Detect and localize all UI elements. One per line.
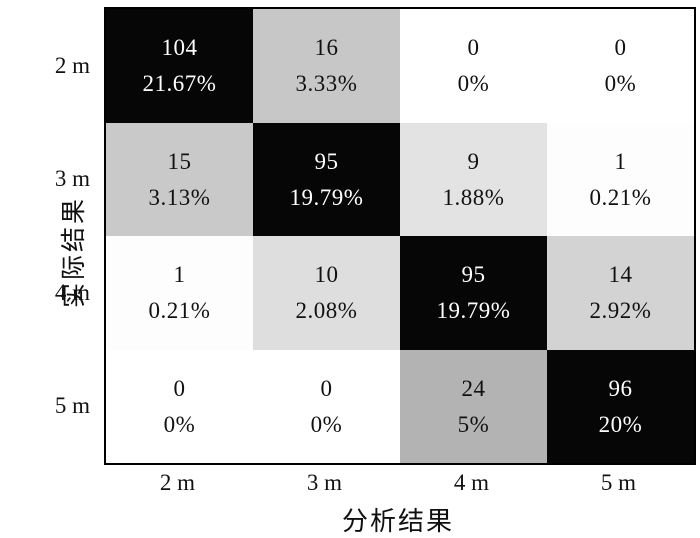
cell-count: 15 — [167, 148, 192, 174]
matrix-plot-area: 104 21.67% 16 3.33% 0 0% 0 0% 15 3.13% 95 19.79% 9 1.… — [104, 7, 696, 465]
matrix-cell: 24 5% — [400, 349, 547, 463]
cell-percent: 5% — [457, 411, 490, 437]
y-tick-label: 2 m — [54, 52, 90, 78]
cell-count: 1 — [614, 148, 627, 174]
y-tick-label: 5 m — [54, 393, 90, 419]
cell-count: 95 — [314, 148, 339, 174]
matrix-cell: 1 0.21% — [106, 236, 253, 350]
matrix-cell: 16 3.33% — [253, 9, 400, 123]
cell-percent: 3.33% — [295, 71, 358, 97]
cell-percent: 2.92% — [589, 298, 652, 324]
cell-count: 10 — [314, 262, 339, 288]
x-tick-label: 4 m — [453, 470, 490, 495]
matrix-cell: 95 19.79% — [253, 122, 400, 236]
cell-count: 0 — [614, 35, 627, 61]
x-tick-label: 2 m — [159, 470, 196, 495]
x-tick-label: 5 m — [600, 470, 637, 495]
matrix-cell: 15 3.13% — [106, 122, 253, 236]
matrix-cell: 10 2.08% — [253, 236, 400, 350]
cell-count: 16 — [314, 35, 339, 61]
cell-count: 0 — [173, 375, 186, 401]
matrix-cell: 95 19.79% — [400, 236, 547, 350]
cell-percent: 3.13% — [148, 184, 211, 210]
cell-percent: 0% — [163, 411, 196, 437]
matrix-cell: 0 0% — [547, 9, 694, 123]
cell-count: 96 — [608, 375, 633, 401]
matrix-cell: 1 0.21% — [547, 122, 694, 236]
y-tick-label: 3 m — [54, 166, 90, 192]
cell-percent: 0% — [310, 411, 343, 437]
cell-percent: 20% — [598, 411, 643, 437]
matrix-cell: 96 20% — [547, 349, 694, 463]
cell-count: 0 — [320, 375, 333, 401]
y-tick-label: 4 m — [54, 279, 90, 305]
x-axis-title: 分析结果 — [341, 507, 454, 536]
matrix-cell: 0 0% — [400, 9, 547, 123]
matrix-cell: 0 0% — [106, 349, 253, 463]
y-axis-tick-labels: 2 m 3 m 4 m 5 m — [0, 9, 98, 463]
matrix-cell: 0 0% — [253, 349, 400, 463]
x-tick-label: 3 m — [306, 470, 343, 495]
cell-count: 1 — [173, 262, 186, 288]
cell-percent: 0% — [604, 71, 637, 97]
x-axis-tick-labels: 2 m 3 m 4 m 5 m — [104, 466, 692, 500]
cell-percent: 0% — [457, 71, 490, 97]
cell-percent: 1.88% — [442, 184, 505, 210]
cell-percent: 2.08% — [295, 298, 358, 324]
cell-percent: 19.79% — [289, 184, 364, 210]
cell-count: 24 — [461, 375, 486, 401]
cell-percent: 21.67% — [142, 71, 217, 97]
cell-count: 9 — [467, 148, 480, 174]
cell-percent: 19.79% — [436, 298, 511, 324]
cell-percent: 0.21% — [589, 184, 652, 210]
cell-count: 95 — [461, 262, 486, 288]
matrix-cell: 104 21.67% — [106, 9, 253, 123]
cell-count: 104 — [161, 35, 198, 61]
cell-count: 0 — [467, 35, 480, 61]
matrix-cell: 14 2.92% — [547, 236, 694, 350]
cell-percent: 0.21% — [148, 298, 211, 324]
matrix-cell: 9 1.88% — [400, 122, 547, 236]
cell-count: 14 — [608, 262, 633, 288]
